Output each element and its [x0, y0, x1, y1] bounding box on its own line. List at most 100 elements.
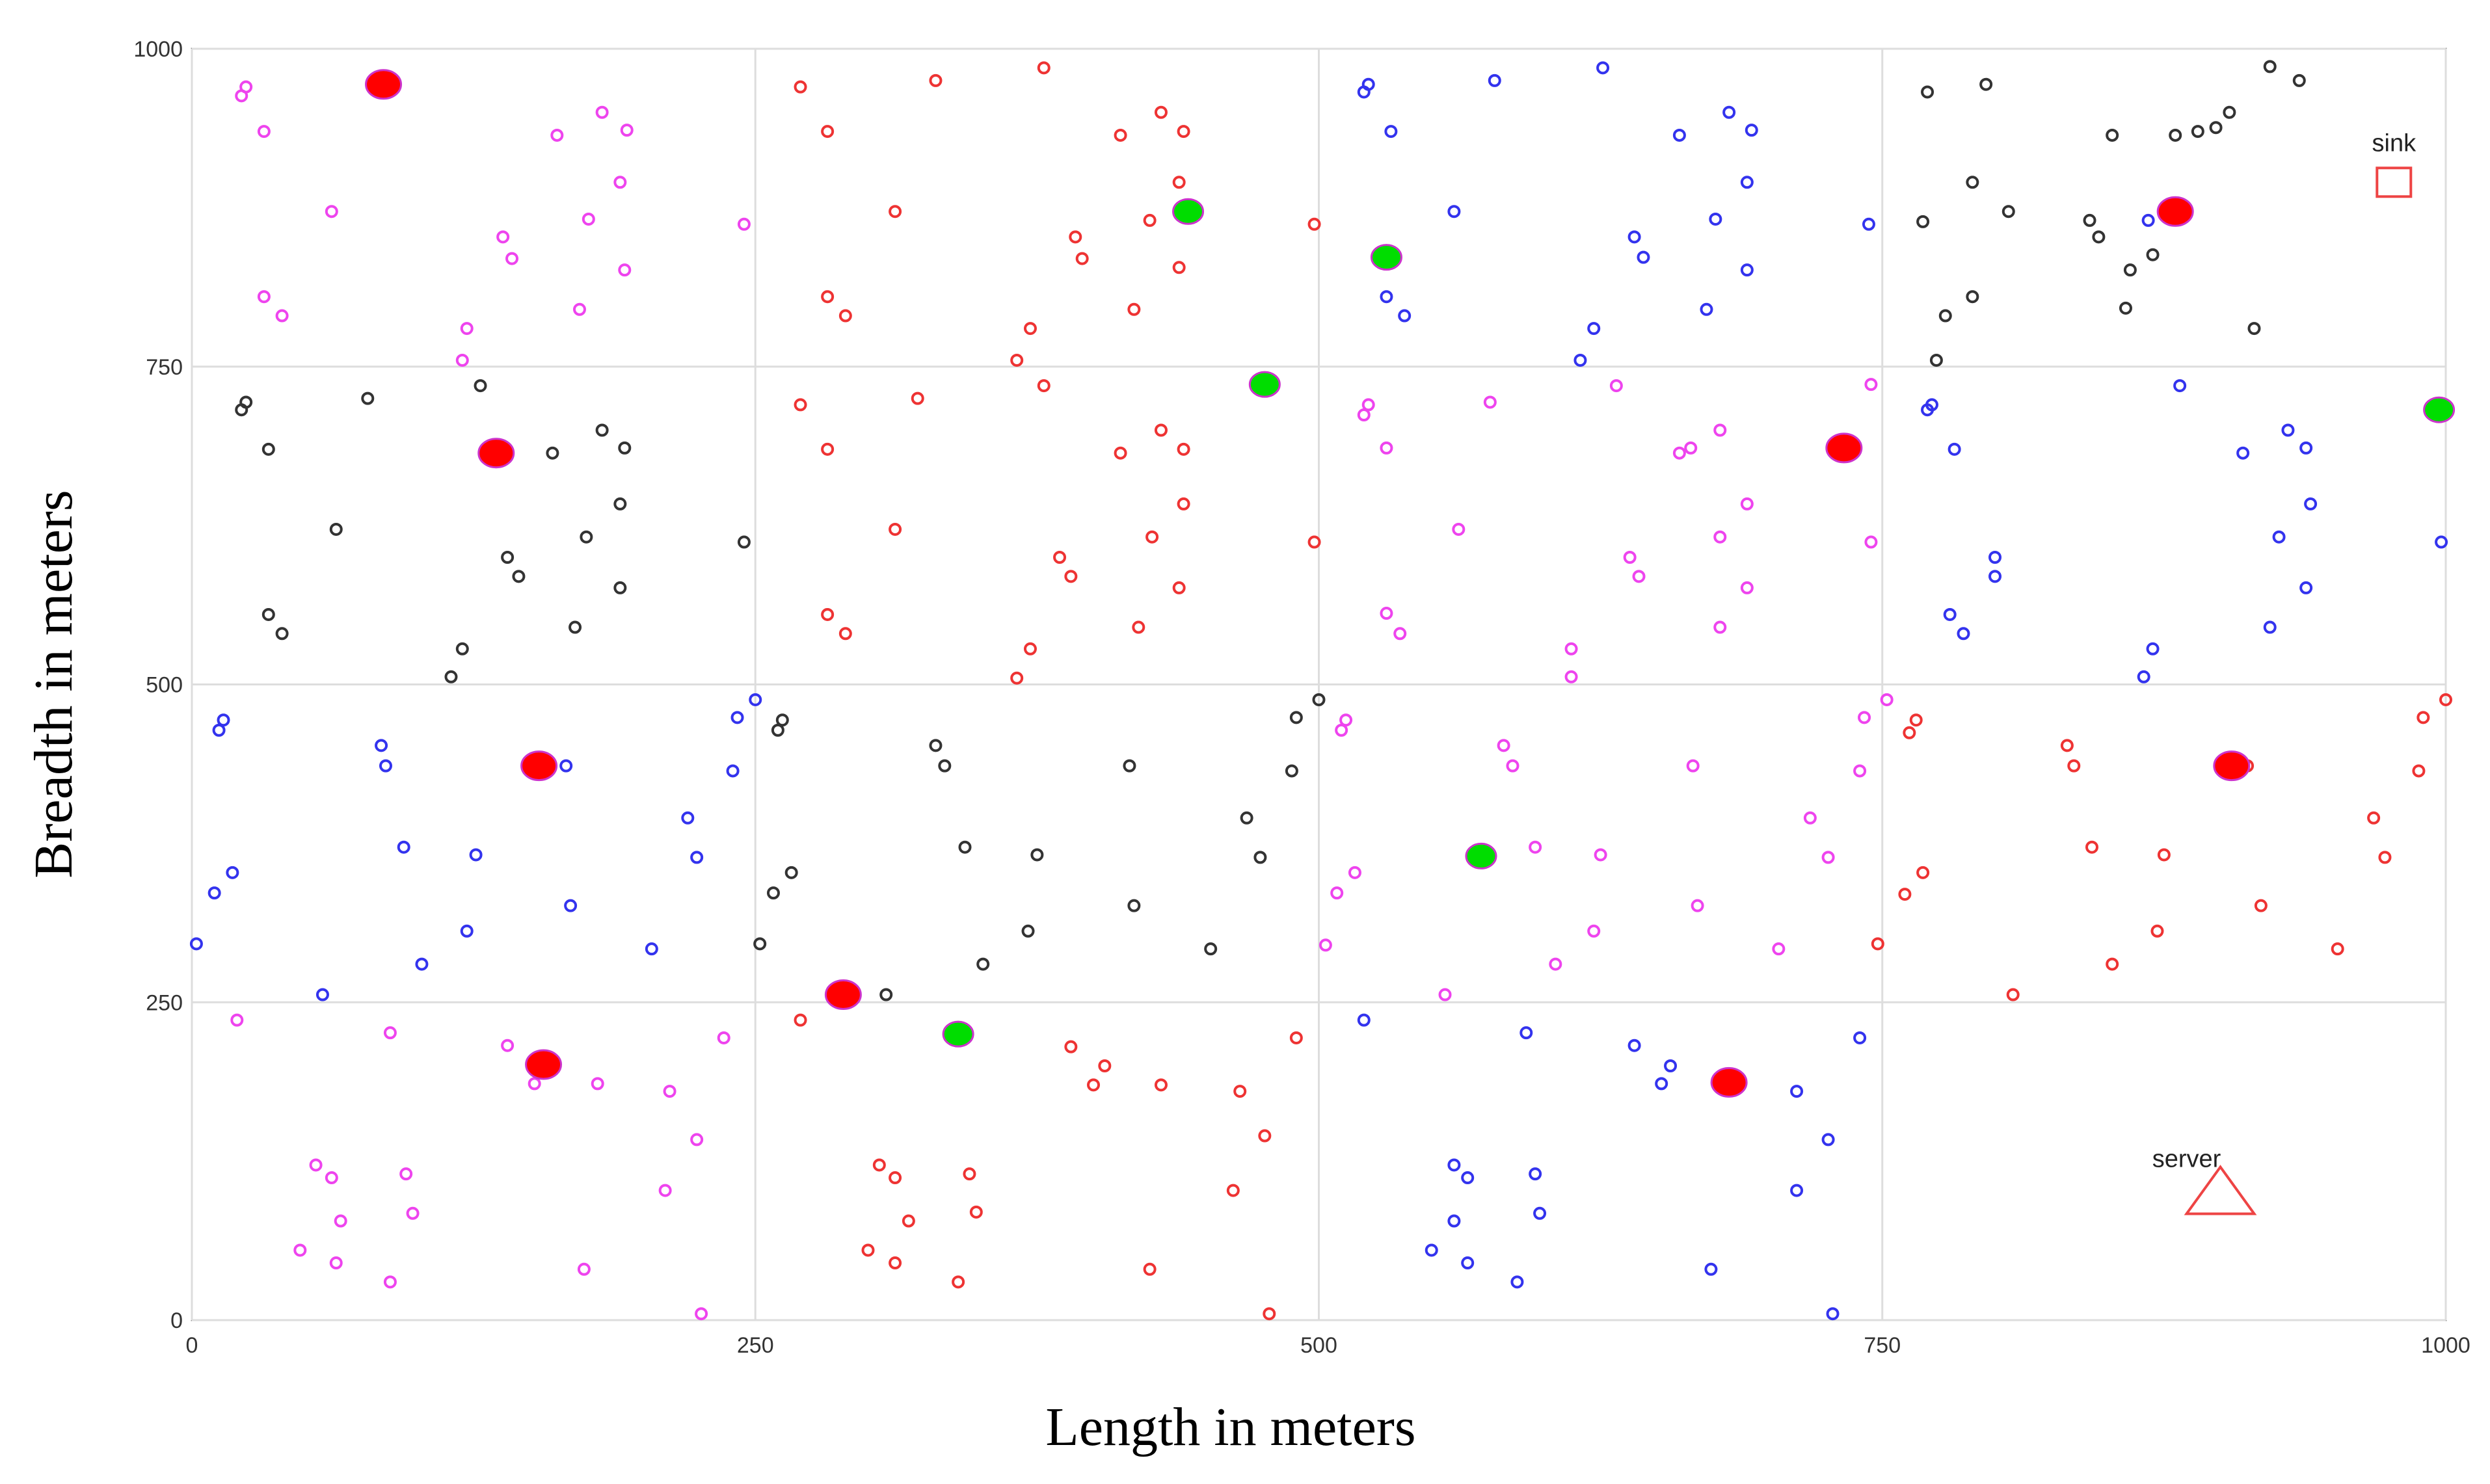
sensor-node-point: [1447, 205, 1461, 219]
sensor-node-point: [1023, 642, 1037, 656]
sensor-node-point: [329, 1256, 343, 1270]
sensor-node-point: [275, 627, 289, 641]
sensor-node-point: [2157, 848, 2171, 862]
sensor-node-point: [512, 570, 526, 583]
sensor-node-point: [2001, 205, 2015, 219]
sensor-node-point: [889, 1171, 902, 1185]
sensor-node-point: [261, 442, 275, 456]
sensor-node-point: [1880, 693, 1894, 706]
sensor-node-point: [1587, 924, 1601, 938]
sensor-node-point: [550, 128, 564, 142]
sensor-node-point: [564, 899, 578, 912]
sensor-node-point: [1966, 290, 1979, 304]
sensor-node-point: [1154, 423, 1168, 437]
sensor-node-point: [794, 398, 807, 412]
sensor-node-point: [1609, 379, 1623, 393]
red-node-point: [1710, 1067, 1748, 1098]
sensor-node-point: [2141, 213, 2155, 227]
sensor-node-point: [2137, 670, 2150, 683]
sensor-node-point: [315, 988, 329, 1001]
sensor-node-point: [1289, 1031, 1303, 1044]
sensor-node-point: [963, 1167, 976, 1181]
sensor-node-point: [2272, 530, 2286, 544]
sensor-node-point: [1864, 535, 1878, 549]
sensor-node-point: [2106, 957, 2119, 971]
sensor-node-point: [501, 1039, 515, 1052]
sensor-node-point: [889, 1256, 902, 1270]
sensor-node-point: [1145, 530, 1159, 544]
green-node-point: [1370, 244, 1402, 271]
sensor-node-point: [2416, 711, 2430, 724]
sensor-node-point: [1686, 759, 1700, 773]
sensor-node-point: [1790, 1184, 1804, 1197]
sensor-node-point: [1307, 535, 1321, 549]
sensor-node-point: [1790, 1085, 1804, 1098]
sensor-node-point: [569, 620, 582, 634]
sensor-node-point: [1087, 1078, 1100, 1092]
sensor-node-point: [952, 1275, 965, 1289]
sensor-node-point: [582, 212, 595, 226]
sensor-node-point: [399, 1167, 413, 1181]
green-node-point: [1248, 371, 1281, 398]
sensor-node-point: [613, 581, 627, 594]
sensor-node-point: [1858, 711, 1871, 724]
sensor-node-point: [1916, 215, 1930, 228]
sensor-node-point: [469, 848, 483, 862]
sensor-node-point: [325, 1171, 338, 1185]
sensor-node-point: [528, 1077, 541, 1091]
sensor-node-point: [1853, 764, 1867, 778]
sensor-node-point: [460, 322, 474, 336]
sensor-node-point: [737, 535, 751, 549]
sensor-node-point: [383, 1275, 397, 1289]
sensor-node-point: [1672, 128, 1686, 142]
sensor-node-point: [976, 957, 990, 971]
sensor-node-point: [1826, 1307, 1840, 1321]
sensor-node-point: [1263, 1307, 1276, 1321]
sensor-node-point: [2263, 620, 2277, 634]
sensor-node-point: [1948, 442, 1961, 456]
sensor-node-point: [2236, 446, 2250, 460]
sensor-node-point: [794, 1013, 807, 1027]
sensor-node-point: [2281, 423, 2295, 437]
sensor-node-point: [1627, 230, 1641, 244]
sensor-node-point: [794, 80, 807, 94]
sensor-node-point: [2263, 60, 2277, 73]
sensor-node-point: [1979, 77, 1993, 91]
sensor-node-point: [1709, 212, 1722, 226]
sensor-node-point: [737, 217, 751, 231]
sensor-node-point: [1740, 497, 1754, 510]
sensor-node-point: [1447, 1158, 1461, 1172]
x-tick-label: 250: [737, 1333, 774, 1358]
sensor-node-point: [1803, 811, 1817, 825]
sensor-node-point: [2367, 811, 2381, 825]
sensor-node-point: [2083, 213, 2096, 227]
red-node-point: [525, 1049, 563, 1080]
sensor-node-point: [1564, 642, 1578, 656]
sensor-node-point: [958, 840, 972, 854]
sensor-node-point: [1713, 620, 1727, 634]
sensor-node-point: [2223, 105, 2236, 119]
red-node-point: [1825, 432, 1863, 464]
sensor-node-point: [1713, 423, 1727, 437]
sensor-node-point: [375, 739, 388, 752]
x-axis-title: Length in meters: [1045, 1397, 1415, 1457]
sensor-node-point: [1596, 61, 1610, 75]
sensor-node-point: [2119, 301, 2132, 315]
sensor-node-point: [1740, 176, 1754, 189]
sensor-node-point: [496, 230, 510, 244]
sensor-node-point: [2146, 642, 2160, 656]
sensor-node-point: [1943, 607, 1957, 621]
sensor-node-point: [1172, 581, 1186, 594]
sensor-node-point: [938, 759, 952, 773]
sensor-node-point: [595, 423, 609, 437]
sensor-node-point: [1357, 408, 1371, 422]
sensor-node-point: [2378, 851, 2392, 864]
sensor-node-point: [695, 1307, 708, 1321]
sensor-node-point: [2060, 739, 2074, 752]
sensor-node-point: [1339, 713, 1353, 727]
red-node-point: [2213, 750, 2251, 782]
sensor-node-point: [1772, 942, 1786, 956]
sensor-node-point: [1988, 570, 2001, 583]
sensor-node-point: [1285, 764, 1298, 778]
sensor-node-point: [546, 446, 559, 460]
